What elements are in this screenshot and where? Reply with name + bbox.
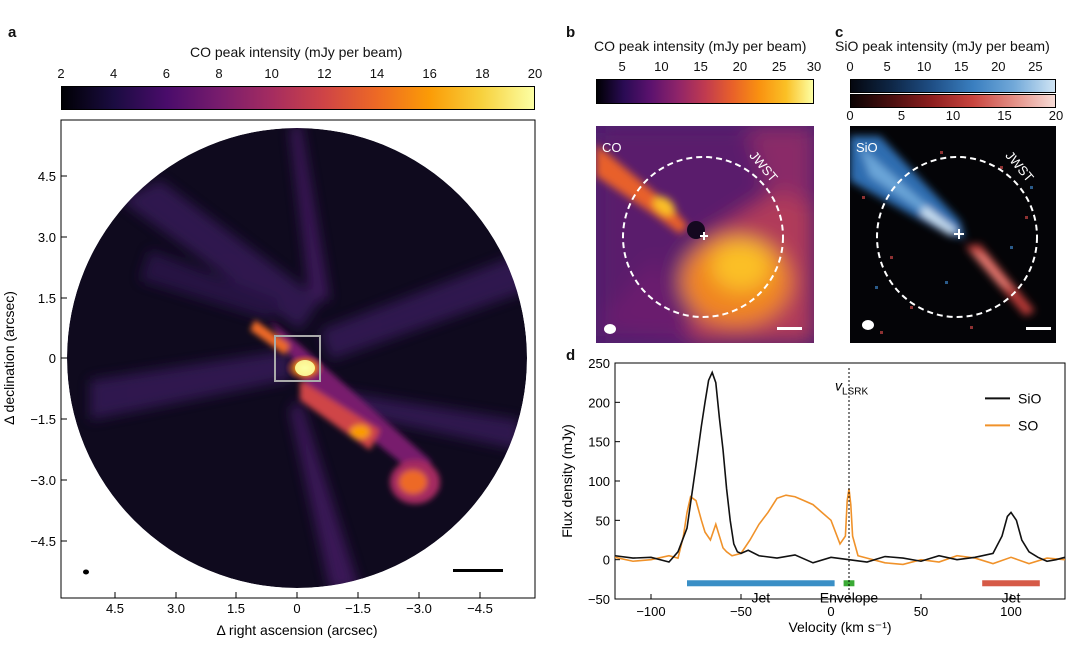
colorbar-tick-label: 10 [916,59,932,74]
colorbar-tick-label: 18 [475,66,490,81]
panel-d-ytick-label: 100 [588,474,610,489]
colorbar-tick-label: 5 [897,108,906,123]
colorbar-tick-label: 14 [369,66,385,81]
panel-a-ytick-label: −3.0 [30,473,56,488]
colorbar-tick-label: 6 [162,66,170,81]
panel-a-label: a [8,24,17,41]
colorbar-tick-label: 25 [771,59,787,74]
panel-a-xlabel: Δ right ascension (arcsec) [216,622,377,638]
panel-d-ytick-label: 0 [603,553,610,568]
panel-c-label: c [835,24,844,41]
panel-a-ytick-label: 1.5 [38,291,56,306]
colorbar-tick-label: 25 [1028,59,1043,74]
panel-c-red-colorbar [850,94,1056,108]
colorbar-tick-label: 2 [57,66,65,81]
panel-b-scalebar [777,327,802,330]
panel-a-xtick-label: −1.5 [345,601,371,616]
panel-a-zoom-box [274,335,321,382]
colorbar-tick-label: 16 [422,66,437,81]
panel-c-beam [862,320,874,330]
colorbar-tick-label: 20 [1048,108,1064,123]
legend-label: SO [1018,417,1038,433]
colorbar-tick-label: 15 [693,59,708,74]
colorbar-tick-label: 10 [264,66,279,81]
colorbar-tick-label: 4 [110,66,118,81]
panel-b-source-marker [700,232,708,240]
panel-d-range-label: Jet [751,589,770,605]
colorbar-tick-label: 10 [654,59,669,74]
panel-a-map [67,128,527,588]
panel-c-jwst-fov [876,156,1038,318]
panel-d-ytick-label: 150 [588,435,610,450]
panel-d-ytick-label: 200 [588,395,610,410]
panel-a-scalebar [453,569,503,572]
panel-c-colorbar-title: SiO peak intensity (mJy per beam) [835,38,1050,54]
panel-a-ytick-label: 0 [49,351,56,366]
panel-d-label: d [566,347,576,364]
panel-a-ylabel: Δ declination (arcsec) [1,291,17,425]
colorbar-tick-label: 20 [527,66,543,81]
panel-a-xtick-label: 1.5 [227,601,245,616]
panel-d-xtick-label: 100 [1000,604,1022,619]
colorbar-tick-label: 0 [846,108,854,123]
panel-a-xtick-label: −4.5 [467,601,493,616]
panel-a-xtick-label: 0 [293,601,300,616]
panel-d-frame [614,362,1066,600]
panel-b-label: b [566,24,576,41]
panel-a-xtick-label: −3.0 [406,601,432,616]
panel-d-series-sio [614,370,1066,564]
panel-a-map-label: CO [80,146,100,161]
panel-d-ytick-label: 250 [588,356,610,371]
panel-b-map-label: CO [602,140,622,155]
panel-c-blue-colorbar [850,79,1056,93]
panel-a-ytick-label: −1.5 [30,412,56,427]
colorbar-tick-label: 5 [883,59,891,74]
panel-a-ytick-label: −4.5 [30,534,56,549]
panel-d-ytick-label: 50 [596,513,610,528]
panel-b-colorbar [596,79,814,104]
panel-a-xtick-label: 3.0 [167,601,185,616]
panel-d-xtick-label: 0 [827,604,834,619]
panel-d-xtick-label: −100 [636,604,665,619]
panel-d-xtick-label: 50 [914,604,928,619]
panel-d-range-bar [843,580,855,587]
panel-d-legend: SiO SO [985,390,1041,433]
panel-b-jwst-fov [622,156,784,318]
panel-a-xtick-label: 4.5 [106,601,124,616]
colorbar-tick-label: 5 [618,59,626,74]
panel-a-colorbar-title: CO peak intensity (mJy per beam) [190,44,403,60]
panel-d-xlabel: Velocity (km s⁻¹) [788,619,891,635]
colorbar-tick-label: 30 [806,59,822,74]
panel-d-series-so [614,488,1066,566]
panel-d-range-bar [982,580,1040,587]
colorbar-tick-label: 10 [945,108,961,123]
panel-a-beam [83,569,89,575]
colorbar-tick-label: 12 [317,66,332,81]
panel-b-beam [604,324,616,334]
panel-a-axes: 4.5 3.0 1.5 0 −1.5 −3.0 −4.5 4.5 3.0 1.5 0 −1.5 −3.0… [30,169,493,616]
panel-a-plot: 4.5 3.0 1.5 0 −1.5 −3.0 −4.5 4.5 3.0 1.5 0 −1.5 −3.0… [1,119,536,638]
panel-a-colorbar [61,86,535,110]
legend-label: SiO [1018,390,1041,406]
colorbar-tick-label: 15 [997,108,1012,123]
colorbar-tick-label: 20 [732,59,748,74]
panel-b-colorbar-title: CO peak intensity (mJy per beam) [594,38,807,54]
colorbar-tick-label: 20 [991,59,1006,74]
panel-b-map [596,126,814,343]
panel-a-ytick-label: 3.0 [38,230,56,245]
panel-d-range-bar [687,580,835,587]
colorbar-tick-label: 0 [846,59,854,74]
panel-d-ylabel: Flux density (mJy) [560,424,575,538]
colorbar-tick-label: 8 [215,66,223,81]
panel-c-scalebar [1026,327,1051,330]
panel-d-xtick-label: −50 [730,604,752,619]
panel-c-source-marker [954,229,964,239]
panel-c-map [850,126,1056,343]
panel-c-map-label: SiO [856,140,878,155]
panel-a-ytick-label: 4.5 [38,169,56,184]
panel-d-range-label: Jet [1002,589,1021,605]
panel-d-ytick-label: −50 [588,592,610,607]
colorbar-tick-label: 15 [954,59,969,74]
